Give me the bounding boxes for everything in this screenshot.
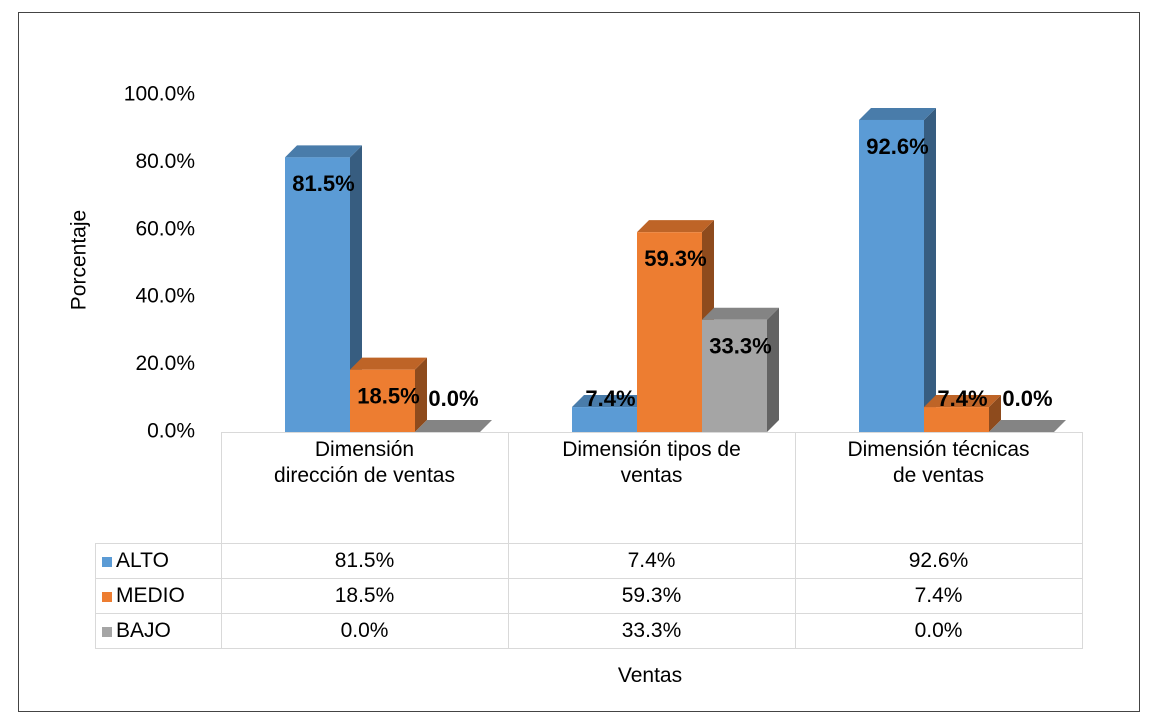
- data-label: 81.5%: [292, 171, 354, 196]
- legend-label: MEDIO: [116, 584, 185, 607]
- bar: [285, 157, 350, 432]
- y-tick-label: 20.0%: [135, 352, 195, 375]
- y-tick-label: 40.0%: [135, 285, 195, 308]
- legend-label: ALTO: [116, 549, 169, 572]
- x-axis-label: Ventas: [617, 664, 683, 687]
- table-cell: 7.4%: [507, 543, 796, 579]
- data-label: 18.5%: [357, 383, 419, 408]
- data-label: 59.3%: [644, 246, 706, 271]
- legend-swatch: [102, 557, 112, 567]
- table-cell: 18.5%: [220, 578, 509, 614]
- bar: [924, 407, 989, 432]
- data-label: 7.4%: [937, 386, 987, 411]
- table-cell: 59.3%: [507, 578, 796, 614]
- legend-entry: MEDIO: [95, 578, 222, 614]
- data-label: 92.6%: [866, 134, 928, 159]
- chart-frame: [18, 12, 1140, 712]
- bar-top: [859, 107, 936, 120]
- legend-entry: BAJO: [95, 613, 222, 649]
- table-cell: 0.0%: [794, 613, 1083, 649]
- table-cell: 7.4%: [794, 578, 1083, 614]
- table-cell: 0.0%: [220, 613, 509, 649]
- bar: [350, 369, 415, 432]
- table-row: BAJO 0.0% 33.3% 0.0%: [95, 613, 1083, 649]
- legend-swatch: [102, 592, 112, 602]
- bar-top: [350, 357, 427, 370]
- category-label: Dimensión dirección de ventas: [220, 432, 509, 544]
- bar-top: [924, 395, 1001, 408]
- table-row: MEDIO 18.5% 59.3% 7.4%: [95, 578, 1083, 614]
- bar: [572, 407, 637, 432]
- table-cell: 81.5%: [220, 543, 509, 579]
- bar-side: [350, 145, 362, 432]
- table-corner: [95, 432, 222, 544]
- data-table: Dimensión dirección de ventas Dimensión t…: [95, 432, 1083, 649]
- table-cell: 92.6%: [794, 543, 1083, 579]
- bar-top: [415, 420, 492, 432]
- category-label: Dimensión tipos de ventas: [507, 432, 796, 544]
- y-tick-label: 60.0%: [135, 217, 195, 240]
- legend-entry: ALTO: [95, 543, 222, 579]
- bar: [637, 232, 702, 432]
- legend-label: BAJO: [116, 619, 171, 642]
- data-label: 0.0%: [1002, 386, 1052, 411]
- bar-side: [924, 107, 936, 433]
- data-label: 0.0%: [428, 386, 478, 411]
- y-axis-label: Porcentaje: [68, 210, 91, 310]
- bar-side: [989, 395, 1001, 432]
- table-header-row: Dimensión dirección de ventas Dimensión t…: [95, 432, 1083, 544]
- bar-top: [285, 145, 362, 158]
- table-row: ALTO 81.5% 7.4% 92.6%: [95, 543, 1083, 579]
- y-tick-label: 100.0%: [124, 83, 195, 106]
- legend-swatch: [102, 627, 112, 637]
- y-tick-label: 80.0%: [135, 150, 195, 173]
- bar-side: [767, 307, 779, 432]
- bar-side: [415, 357, 427, 432]
- bar-top: [637, 220, 714, 233]
- table-cell: 33.3%: [507, 613, 796, 649]
- bar-top: [702, 307, 779, 320]
- bar-top: [572, 395, 649, 408]
- data-label: 7.4%: [585, 386, 635, 411]
- bar: [859, 119, 924, 433]
- data-label: 33.3%: [709, 334, 771, 359]
- bar-top: [989, 420, 1066, 432]
- category-label: Dimensión técnicas de ventas: [794, 432, 1083, 544]
- bar: [702, 319, 767, 432]
